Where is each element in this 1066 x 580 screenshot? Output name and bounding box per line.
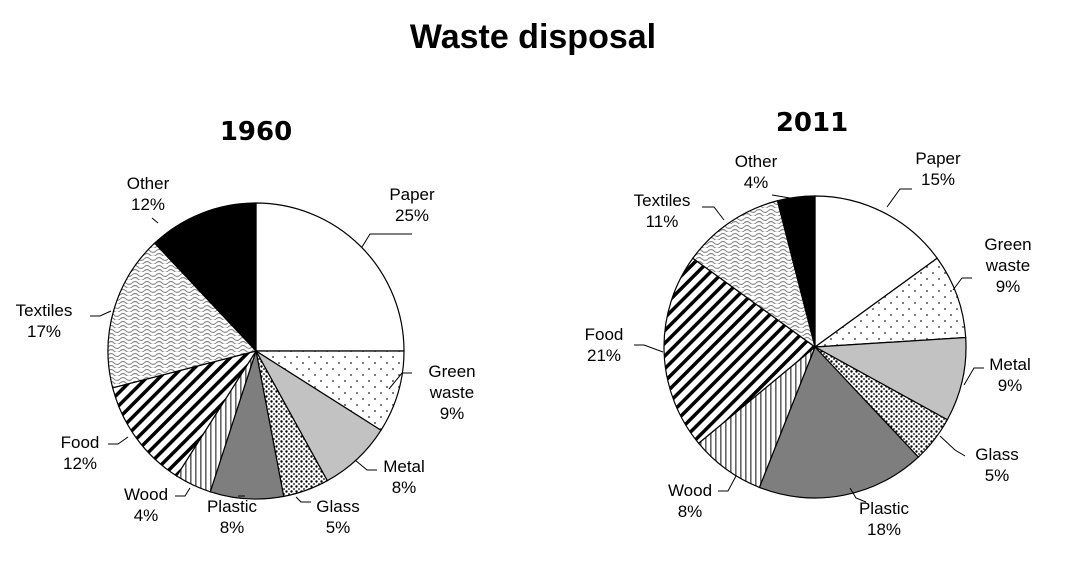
slice-label-2011-plastic: Plastic 18% xyxy=(859,499,910,539)
slice-label-2011-food: Food 21% xyxy=(585,325,624,365)
pie-slice-1960-green-waste xyxy=(253,350,405,432)
leader-line-2011-food xyxy=(634,344,664,353)
pie-slice-2011-textiles xyxy=(692,200,816,349)
pie-slice-2011-green-waste xyxy=(812,257,967,348)
slice-label-2011-green-waste: Green waste 9% xyxy=(984,235,1031,296)
slice-label-1960-food: Food 12% xyxy=(61,433,100,473)
leader-line-1960-glass xyxy=(295,496,311,503)
leader-line-1960-green-waste xyxy=(388,372,412,390)
leader-line-2011-plastic xyxy=(849,487,867,503)
leader-line-1960-textiles xyxy=(90,310,112,317)
slice-label-1960-paper: Paper 25% xyxy=(389,185,435,225)
leader-line-1960-metal xyxy=(354,459,377,471)
slice-label-2011-glass: Glass 5% xyxy=(975,445,1018,485)
leader-line-2011-other xyxy=(771,194,791,199)
leader-line-2011-glass xyxy=(939,435,966,457)
pie-slice-1960-food xyxy=(111,350,258,477)
leader-line-2011-paper xyxy=(886,188,912,208)
leader-line-2011-wood xyxy=(718,475,737,492)
slice-label-2011-textiles: Textiles 11% xyxy=(634,191,691,231)
leader-line-2011-metal xyxy=(963,367,984,386)
pie-slice-2011-plastic xyxy=(758,345,920,499)
pie-title-1960: 1960 xyxy=(220,117,292,147)
slice-label-1960-metal: Metal 8% xyxy=(383,457,425,497)
pie-slice-2011-other xyxy=(776,195,816,348)
pie-slice-1960-other xyxy=(153,202,257,353)
leader-line-1960-wood xyxy=(175,487,191,497)
slice-label-1960-other: Other 12% xyxy=(127,174,170,214)
slice-label-2011-metal: Metal 9% xyxy=(989,355,1031,395)
slice-label-2011-wood: Wood 8% xyxy=(668,481,712,521)
leader-line-1960-food xyxy=(108,436,129,445)
slice-label-1960-plastic: Plastic 8% xyxy=(207,497,258,537)
pie-title-2011: 2011 xyxy=(776,108,848,138)
slice-label-1960-textiles: Textiles 17% xyxy=(16,301,73,341)
pie-slice-1960-textiles xyxy=(107,242,258,389)
leader-line-1960-paper xyxy=(361,233,412,248)
pie-chart-1960: 1960 Paper 25% Green waste 9%Metal 8% Glass 5% Pl… xyxy=(16,117,476,537)
pie-slice-1960-paper xyxy=(255,202,405,352)
slice-label-1960-wood: Wood 4% xyxy=(124,485,168,525)
pie-chart-2011: 2011 Paper 15% Green waste 9% Metal 9% Glass 5% Pl… xyxy=(585,108,1032,539)
pie-slice-2011-metal xyxy=(812,336,967,421)
leader-line-2011-green-waste xyxy=(952,277,972,291)
pie-slice-2011-food xyxy=(663,257,816,445)
pie-slice-2011-paper xyxy=(814,195,938,349)
slice-label-1960-glass: Glass 5% xyxy=(316,497,359,537)
chart-main-title: Waste disposal xyxy=(409,18,657,56)
leader-line-1960-other xyxy=(151,217,159,224)
slice-label-2011-paper: Paper 15% xyxy=(915,149,961,189)
slice-label-2011-other: Other 4% xyxy=(735,152,778,192)
slice-label-1960-green-waste: Green waste 9% xyxy=(428,362,475,423)
leader-line-2011-textiles xyxy=(702,206,725,221)
